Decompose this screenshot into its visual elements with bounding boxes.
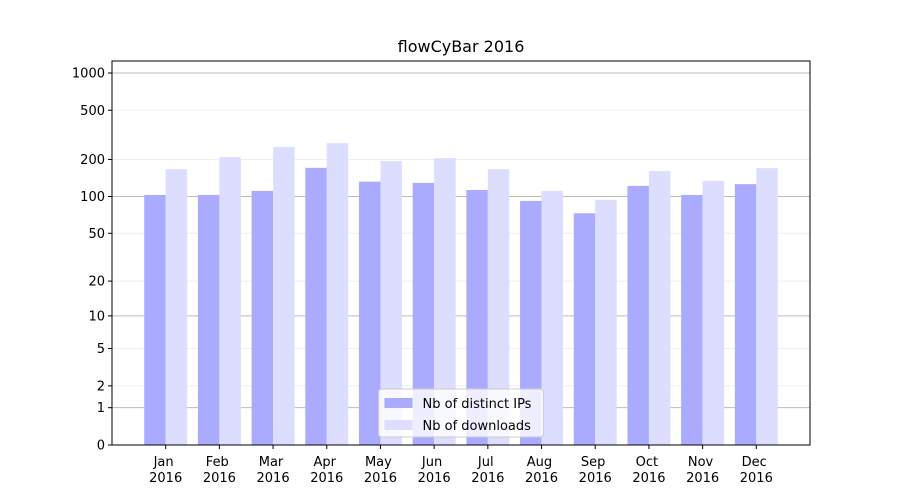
bar — [144, 194, 166, 445]
legend-swatch — [384, 398, 413, 408]
x-tick-label: Nov 2016 — [686, 455, 719, 486]
y-tick-label: 1000 — [72, 67, 105, 82]
y-tick-label: 0 — [97, 439, 105, 454]
y-tick-label: 100 — [80, 190, 105, 205]
bar — [219, 157, 241, 445]
y-tick-label: 500 — [80, 104, 105, 119]
bar — [434, 158, 456, 445]
y-tick-label: 10 — [88, 309, 105, 324]
bar — [487, 169, 510, 446]
legend-swatch — [384, 420, 413, 430]
bar — [681, 194, 703, 445]
y-tick-label: 200 — [80, 153, 105, 168]
bar — [702, 180, 725, 445]
x-tick-label: Apr 2016 — [310, 455, 343, 486]
bar — [326, 143, 349, 446]
bar — [197, 194, 220, 445]
legend-box — [378, 388, 544, 438]
x-tick-label: Jan 2016 — [149, 455, 182, 486]
bar — [165, 169, 188, 446]
x-tick-label: Aug 2016 — [525, 455, 558, 486]
x-tick-label: Jun 2016 — [418, 455, 451, 486]
y-tick-label: 1 — [97, 401, 105, 416]
bar — [734, 184, 757, 445]
plot-frame — [111, 60, 811, 446]
y-tick-label: 50 — [88, 227, 105, 242]
x-tick-label: Oct 2016 — [632, 455, 665, 486]
bar — [520, 200, 542, 445]
legend-label: Nb of downloads — [423, 419, 532, 434]
y-tick-label: 5 — [97, 342, 105, 357]
bar — [380, 161, 402, 445]
y-tick-label: 2 — [97, 379, 105, 394]
x-tick-label: May 2016 — [364, 455, 397, 486]
x-tick-label: Dec 2016 — [740, 455, 773, 486]
bar — [412, 182, 435, 445]
x-tick-label: Mar 2016 — [257, 455, 290, 486]
bar — [756, 168, 778, 445]
bar — [573, 213, 596, 445]
bar — [648, 171, 671, 446]
bar — [627, 185, 649, 445]
x-tick-label: Jul 2016 — [471, 455, 504, 486]
chart-title: flowCyBar 2016 — [398, 37, 525, 56]
bar — [358, 181, 381, 445]
bar — [466, 189, 488, 445]
bar — [273, 147, 295, 445]
legend-label: Nb of distinct IPs — [423, 397, 532, 412]
bar — [595, 199, 617, 445]
bar — [305, 167, 327, 445]
bar — [541, 190, 564, 445]
y-tick-label: 20 — [88, 275, 105, 290]
x-tick-label: Sep 2016 — [579, 455, 612, 486]
x-tick-label: Feb 2016 — [203, 455, 236, 486]
bar — [251, 190, 274, 445]
